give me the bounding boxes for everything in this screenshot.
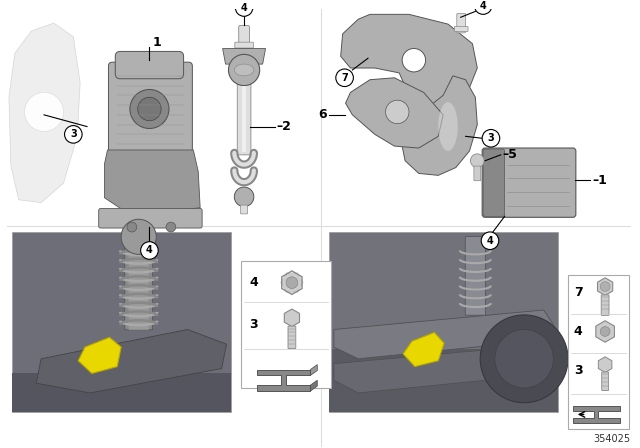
FancyBboxPatch shape bbox=[12, 232, 232, 413]
Text: 3: 3 bbox=[249, 318, 257, 331]
Text: 7: 7 bbox=[574, 286, 582, 299]
FancyBboxPatch shape bbox=[457, 13, 465, 33]
Circle shape bbox=[127, 222, 137, 232]
Circle shape bbox=[65, 125, 82, 143]
Text: 7: 7 bbox=[341, 73, 348, 83]
FancyBboxPatch shape bbox=[483, 149, 504, 216]
Circle shape bbox=[130, 90, 169, 129]
Text: 4: 4 bbox=[249, 276, 258, 289]
Circle shape bbox=[402, 48, 426, 72]
Circle shape bbox=[141, 242, 158, 259]
Circle shape bbox=[482, 129, 500, 147]
FancyBboxPatch shape bbox=[602, 372, 609, 391]
Text: –2: –2 bbox=[276, 120, 291, 133]
Polygon shape bbox=[292, 283, 303, 293]
Text: 3: 3 bbox=[574, 364, 582, 377]
Circle shape bbox=[121, 219, 156, 254]
FancyBboxPatch shape bbox=[125, 237, 153, 330]
Circle shape bbox=[336, 69, 353, 86]
Circle shape bbox=[470, 154, 484, 168]
Polygon shape bbox=[401, 76, 477, 175]
FancyBboxPatch shape bbox=[99, 208, 202, 228]
FancyBboxPatch shape bbox=[288, 326, 296, 349]
FancyBboxPatch shape bbox=[129, 237, 148, 330]
Polygon shape bbox=[36, 330, 227, 393]
Text: 4: 4 bbox=[486, 236, 493, 246]
Circle shape bbox=[495, 330, 554, 388]
Text: 4: 4 bbox=[480, 0, 486, 11]
Circle shape bbox=[166, 222, 176, 232]
Polygon shape bbox=[310, 365, 317, 375]
Polygon shape bbox=[403, 332, 444, 366]
FancyBboxPatch shape bbox=[568, 275, 628, 429]
Polygon shape bbox=[223, 48, 266, 64]
Text: –5: –5 bbox=[502, 148, 518, 161]
Text: 4: 4 bbox=[241, 3, 248, 13]
Bar bbox=[12, 374, 232, 413]
Polygon shape bbox=[286, 283, 298, 293]
FancyBboxPatch shape bbox=[329, 232, 558, 413]
Text: 3: 3 bbox=[488, 133, 494, 143]
Polygon shape bbox=[284, 309, 300, 327]
Polygon shape bbox=[292, 272, 303, 283]
FancyBboxPatch shape bbox=[239, 26, 250, 48]
Bar bbox=[329, 349, 558, 413]
Circle shape bbox=[286, 277, 298, 289]
FancyBboxPatch shape bbox=[482, 148, 576, 217]
FancyBboxPatch shape bbox=[115, 52, 184, 79]
Circle shape bbox=[138, 97, 161, 121]
Circle shape bbox=[385, 100, 409, 124]
Text: 354025: 354025 bbox=[593, 434, 630, 444]
Circle shape bbox=[481, 232, 499, 250]
Polygon shape bbox=[573, 405, 620, 423]
Circle shape bbox=[234, 187, 254, 207]
FancyBboxPatch shape bbox=[108, 62, 193, 156]
Circle shape bbox=[600, 327, 610, 336]
Circle shape bbox=[480, 315, 568, 403]
Text: 1: 1 bbox=[152, 36, 161, 49]
Polygon shape bbox=[280, 272, 292, 283]
FancyBboxPatch shape bbox=[474, 166, 481, 181]
Circle shape bbox=[24, 92, 63, 131]
Text: 4: 4 bbox=[574, 325, 582, 338]
Ellipse shape bbox=[234, 64, 254, 76]
Polygon shape bbox=[104, 150, 200, 217]
FancyBboxPatch shape bbox=[465, 237, 485, 315]
FancyBboxPatch shape bbox=[237, 82, 251, 155]
Polygon shape bbox=[257, 370, 310, 391]
Polygon shape bbox=[598, 357, 612, 372]
Text: 6: 6 bbox=[318, 108, 327, 121]
Circle shape bbox=[474, 0, 492, 14]
Circle shape bbox=[228, 54, 260, 86]
FancyBboxPatch shape bbox=[601, 295, 609, 315]
Bar bbox=[242, 86, 246, 152]
Ellipse shape bbox=[438, 102, 458, 151]
Polygon shape bbox=[78, 337, 121, 374]
Circle shape bbox=[600, 282, 610, 292]
Polygon shape bbox=[280, 283, 292, 293]
FancyBboxPatch shape bbox=[235, 42, 253, 48]
Text: 3: 3 bbox=[70, 129, 77, 139]
Polygon shape bbox=[596, 321, 614, 342]
Polygon shape bbox=[9, 23, 80, 202]
Polygon shape bbox=[334, 310, 554, 359]
Circle shape bbox=[236, 0, 253, 16]
Text: –1: –1 bbox=[593, 174, 607, 187]
Polygon shape bbox=[286, 272, 298, 283]
Text: 4: 4 bbox=[146, 246, 153, 255]
FancyBboxPatch shape bbox=[241, 205, 248, 214]
FancyBboxPatch shape bbox=[454, 26, 468, 31]
FancyBboxPatch shape bbox=[241, 261, 331, 388]
Polygon shape bbox=[598, 278, 612, 295]
Polygon shape bbox=[340, 14, 477, 107]
Polygon shape bbox=[346, 78, 443, 148]
Polygon shape bbox=[334, 344, 554, 393]
Polygon shape bbox=[310, 380, 317, 391]
